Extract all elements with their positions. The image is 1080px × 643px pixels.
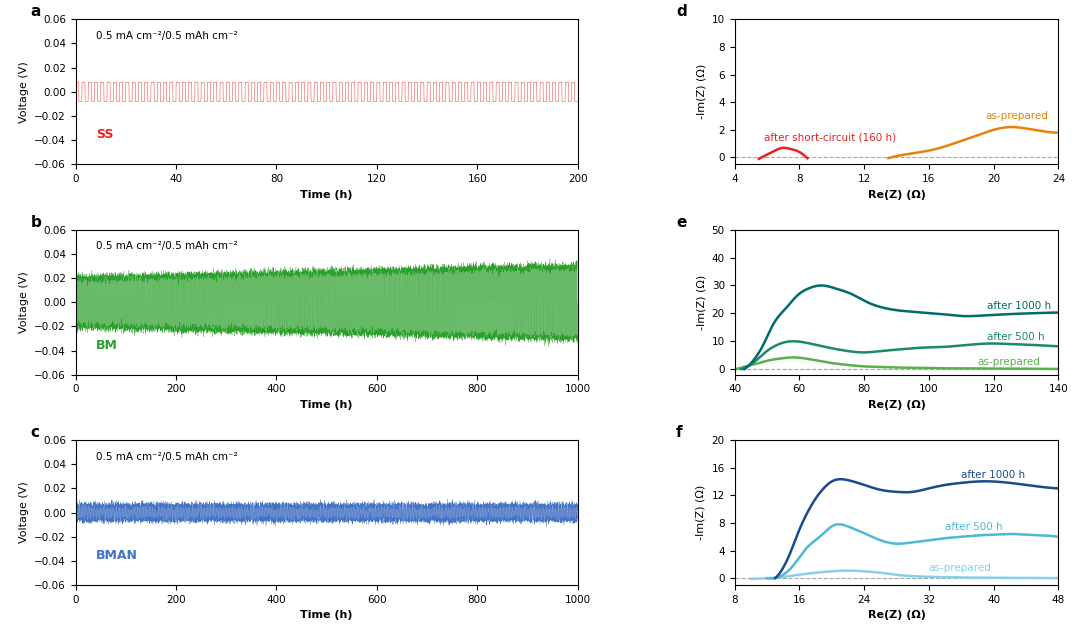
- Text: after 1000 h: after 1000 h: [961, 470, 1025, 480]
- Text: as-prepared: as-prepared: [986, 111, 1049, 121]
- Text: a: a: [30, 5, 41, 19]
- Text: b: b: [30, 215, 41, 230]
- Text: 0.5 mA cm⁻²/0.5 mAh cm⁻²: 0.5 mA cm⁻²/0.5 mAh cm⁻²: [96, 31, 238, 41]
- Y-axis label: Voltage (V): Voltage (V): [18, 271, 28, 333]
- Text: d: d: [676, 5, 687, 19]
- Text: after 500 h: after 500 h: [945, 522, 1002, 532]
- Text: after 500 h: after 500 h: [987, 332, 1044, 342]
- X-axis label: Re(Z) (Ω): Re(Z) (Ω): [867, 610, 926, 620]
- Text: SS: SS: [96, 128, 113, 141]
- Text: as-prepared: as-prepared: [977, 357, 1040, 367]
- Y-axis label: -Im(Z) (Ω): -Im(Z) (Ω): [697, 275, 706, 330]
- Text: BMAN: BMAN: [96, 549, 137, 562]
- X-axis label: Time (h): Time (h): [300, 610, 353, 620]
- Y-axis label: -Im(Z) (Ω): -Im(Z) (Ω): [697, 64, 706, 120]
- Text: c: c: [30, 425, 39, 440]
- Text: 0.5 mA cm⁻²/0.5 mAh cm⁻²: 0.5 mA cm⁻²/0.5 mAh cm⁻²: [96, 451, 238, 462]
- X-axis label: Time (h): Time (h): [300, 190, 353, 200]
- X-axis label: Time (h): Time (h): [300, 400, 353, 410]
- Text: f: f: [676, 425, 683, 440]
- Text: e: e: [676, 215, 687, 230]
- Y-axis label: Voltage (V): Voltage (V): [18, 482, 28, 543]
- X-axis label: Re(Z) (Ω): Re(Z) (Ω): [867, 190, 926, 200]
- X-axis label: Re(Z) (Ω): Re(Z) (Ω): [867, 400, 926, 410]
- Text: as-prepared: as-prepared: [929, 563, 991, 574]
- Text: after short-circuit (160 h): after short-circuit (160 h): [764, 133, 895, 143]
- Y-axis label: Voltage (V): Voltage (V): [18, 61, 28, 123]
- Text: 0.5 mA cm⁻²/0.5 mAh cm⁻²: 0.5 mA cm⁻²/0.5 mAh cm⁻²: [96, 241, 238, 251]
- Text: after 1000 h: after 1000 h: [987, 301, 1051, 311]
- Y-axis label: -Im(Z) (Ω): -Im(Z) (Ω): [696, 485, 706, 540]
- Text: BM: BM: [96, 339, 118, 352]
